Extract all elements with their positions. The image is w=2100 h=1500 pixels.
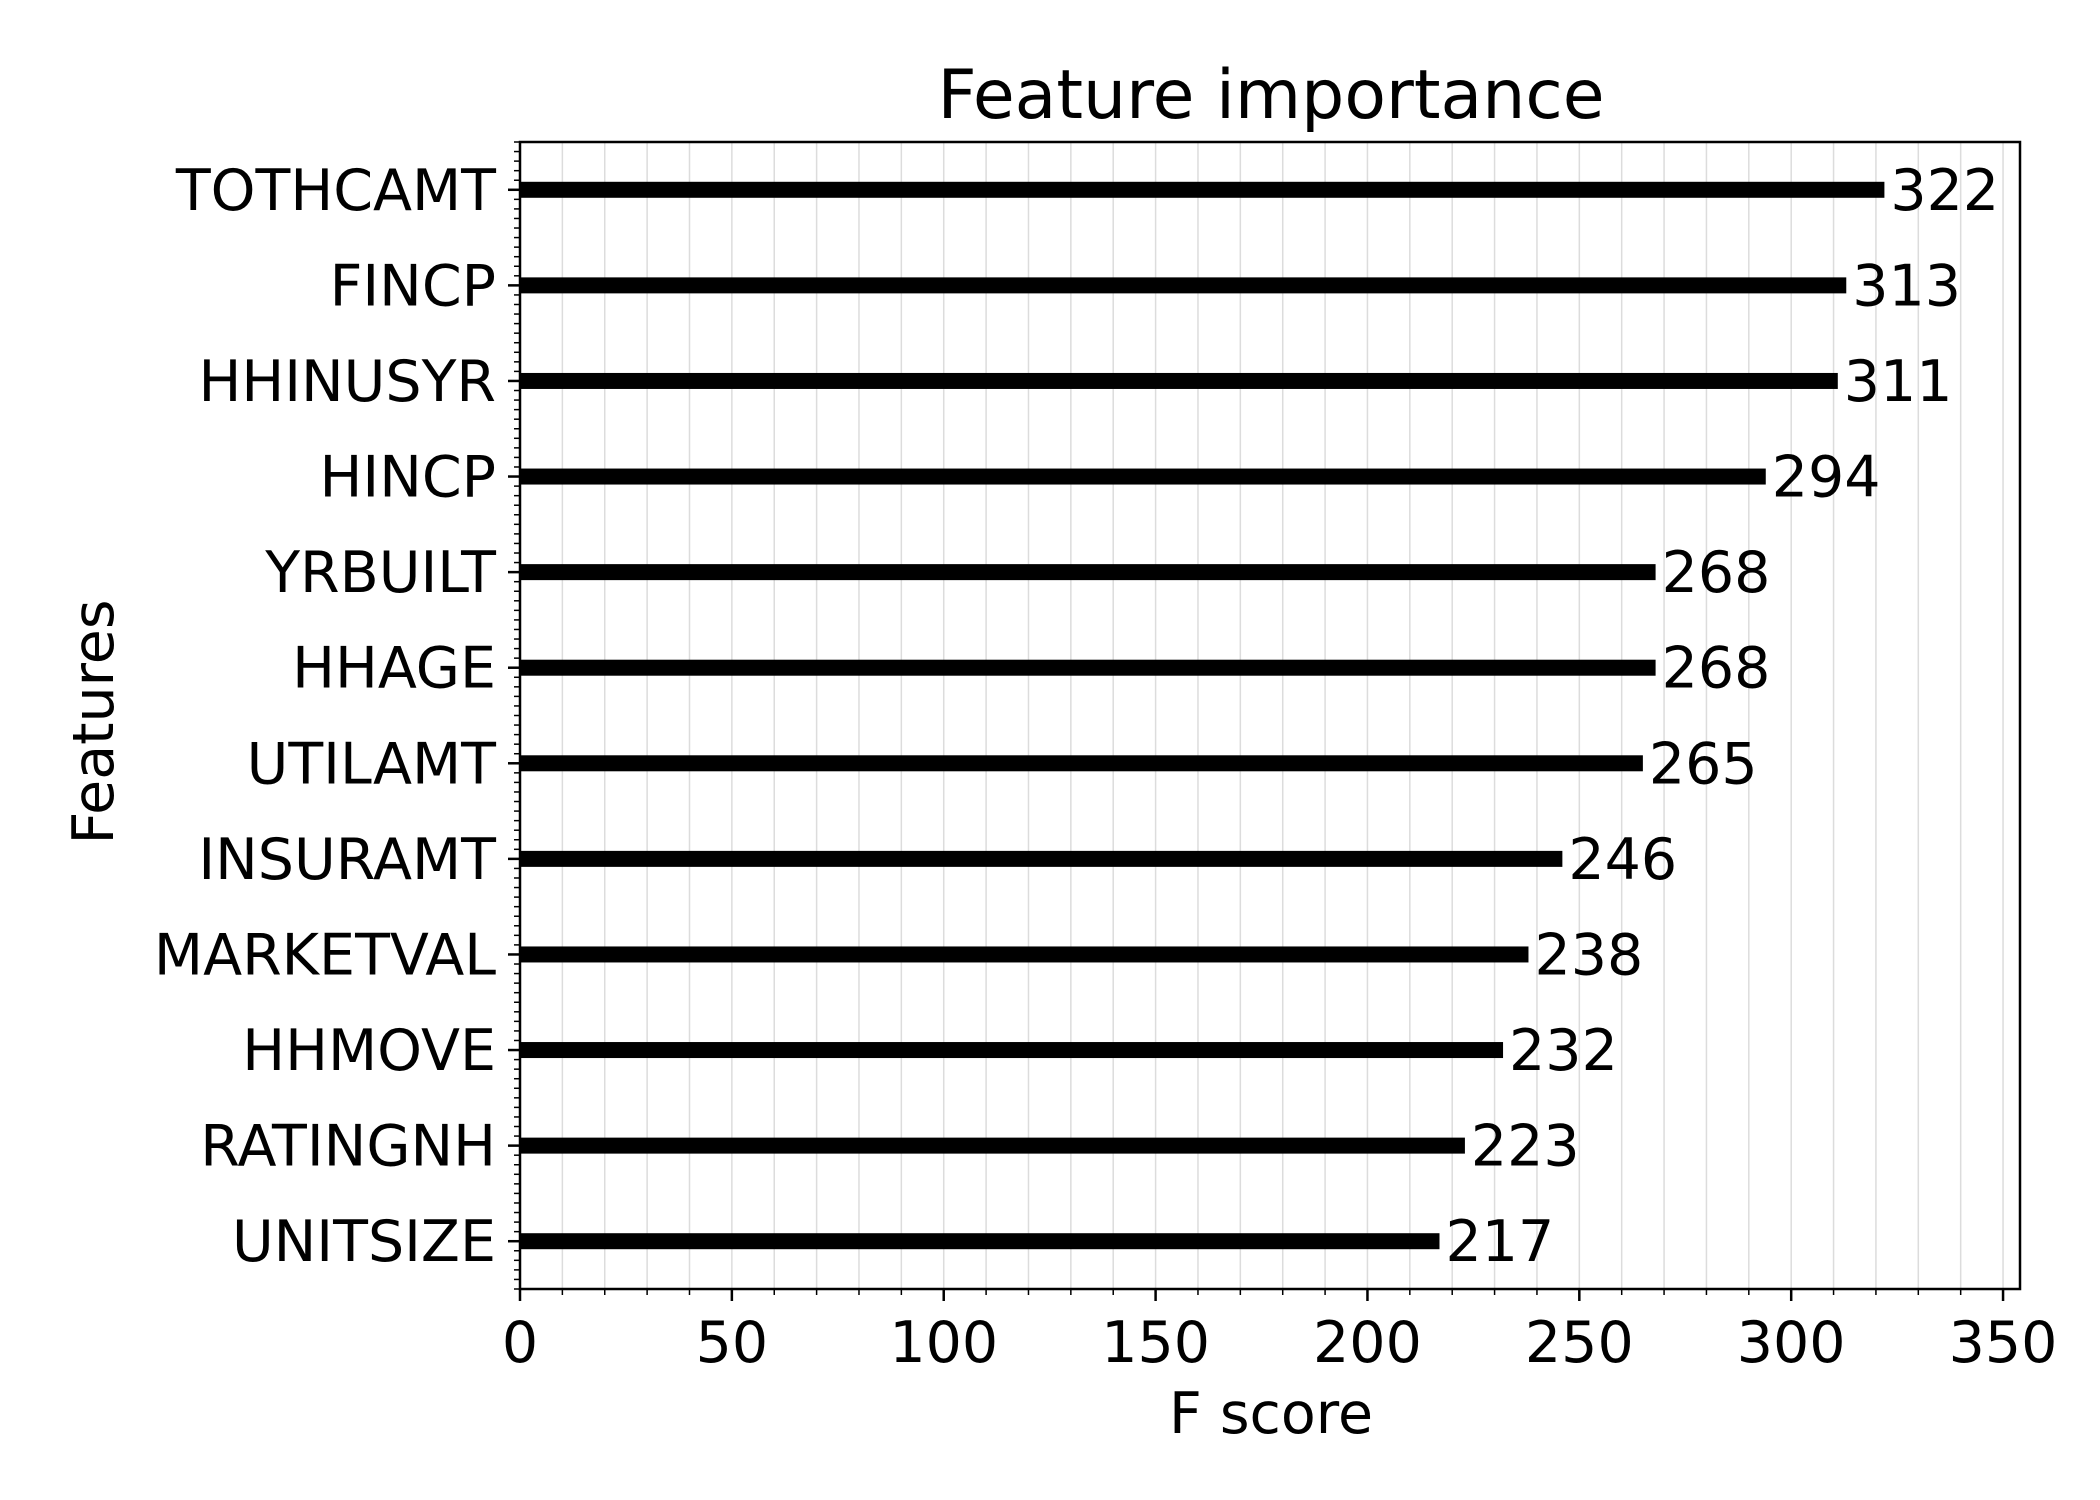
y-tick-label: HINCP — [320, 445, 496, 511]
bar-value-label: 223 — [1471, 1114, 1580, 1180]
bar-value-label: 311 — [1844, 349, 1953, 415]
y-tick-label: INSURAMT — [198, 827, 496, 893]
bar — [520, 181, 1885, 198]
bar — [520, 946, 1529, 963]
bar-value-label: 313 — [1852, 253, 1961, 319]
y-tick-label: HHMOVE — [242, 1018, 496, 1084]
bar — [520, 277, 1847, 294]
bar — [520, 468, 1766, 485]
bar-value-label: 268 — [1662, 636, 1771, 702]
chart-title: Feature importance — [937, 56, 1604, 135]
y-tick-label: YRBUILT — [264, 540, 496, 606]
bar — [520, 1137, 1465, 1154]
y-tick-label: HHINUSYR — [199, 349, 497, 415]
x-tick-label: 150 — [1101, 1310, 1210, 1376]
x-tick-label: 300 — [1737, 1310, 1846, 1376]
bar — [520, 1233, 1440, 1250]
bar-value-label: 217 — [1445, 1209, 1554, 1275]
x-tick-label: 50 — [696, 1310, 769, 1376]
bar — [520, 659, 1656, 676]
x-tick-label: 0 — [502, 1310, 538, 1376]
bar — [520, 1042, 1504, 1059]
bar — [520, 564, 1656, 581]
y-tick-label: UTILAMT — [247, 731, 497, 797]
y-tick-label: HHAGE — [292, 636, 496, 702]
bar — [520, 850, 1563, 867]
x-tick-label: 350 — [1949, 1310, 2058, 1376]
bar-value-label: 294 — [1772, 445, 1881, 511]
y-tick-label: FINCP — [330, 253, 496, 319]
bars — [520, 181, 1885, 1250]
y-tick-label: MARKETVAL — [154, 922, 496, 988]
y-axis-label: Features — [61, 599, 127, 844]
bar-value-label: 246 — [1568, 827, 1677, 893]
bar-value-label: 322 — [1890, 158, 1999, 224]
bar-value-label: 268 — [1662, 540, 1771, 606]
bar-value-label: 238 — [1534, 922, 1643, 988]
grid-lines — [519, 142, 2004, 1289]
x-tick-label: 250 — [1525, 1310, 1634, 1376]
bar — [520, 372, 1838, 389]
bar-value-label: 232 — [1509, 1018, 1618, 1084]
y-tick-label: UNITSIZE — [232, 1209, 496, 1275]
bar-value-label: 265 — [1649, 731, 1758, 797]
y-tick-label: RATINGNH — [200, 1114, 496, 1180]
x-tick-label: 200 — [1313, 1310, 1422, 1376]
x-tick-label: 100 — [889, 1310, 998, 1376]
bar — [520, 755, 1643, 772]
x-axis-label: F score — [1169, 1381, 1373, 1447]
axes: 0 50 100 150 200 250 300 350 TOTHCAMT FINCP HHINUS… — [154, 140, 2058, 1376]
y-tick-label: TOTHCAMT — [175, 158, 496, 224]
